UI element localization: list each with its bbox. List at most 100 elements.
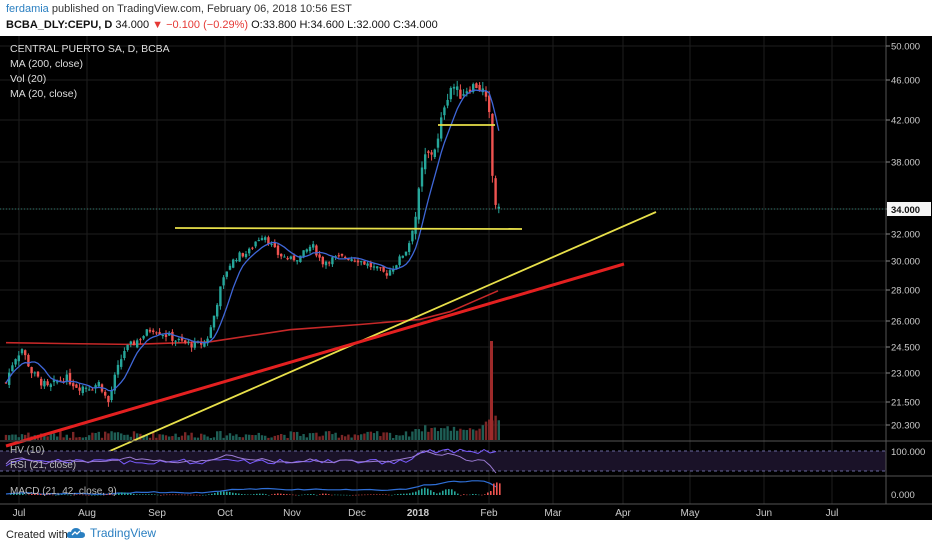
tradingview-brand: TradingView (90, 526, 157, 540)
trendlines[interactable] (0, 124, 886, 455)
volume-bar (200, 433, 203, 440)
volume-bar (411, 431, 414, 440)
time-tick-label: Sep (148, 508, 166, 519)
candle (113, 374, 116, 391)
macd-axis-label: 0.000 (891, 490, 915, 501)
volume-bar (56, 436, 59, 440)
macd-label: MACD (21, 42, close, 9) (10, 486, 117, 497)
volume-bar (84, 437, 88, 440)
candle (472, 84, 475, 92)
candle (254, 241, 257, 247)
candles (4, 80, 500, 407)
tradingview-logo[interactable]: TradingView (66, 526, 156, 540)
author-link[interactable]: ferdamia (6, 3, 49, 15)
macd-histogram-bar (373, 494, 375, 495)
macd-histogram-bar (145, 494, 147, 495)
macd-histogram-bar (103, 494, 105, 496)
rsi-band (0, 451, 886, 471)
macd-histogram-bar (382, 494, 384, 495)
macd-histogram-bar (457, 493, 459, 495)
macd-histogram-bar (496, 482, 498, 495)
macd-histogram-bar (358, 494, 360, 496)
candle (142, 336, 145, 339)
symbol-line: BCBA_DLY:CEPU, D 34.000 ▼ −0.100 (−0.29%… (6, 19, 438, 31)
candle (72, 383, 75, 387)
volume-bar (14, 434, 17, 440)
volume-bar (347, 434, 350, 440)
candle (104, 391, 107, 396)
macd-histogram-bar (331, 494, 333, 496)
candle (248, 248, 251, 254)
open-value: O:33.800 (251, 19, 297, 31)
macd-histogram-bar (256, 493, 258, 495)
volume-bar (228, 433, 232, 440)
volume-bar (302, 434, 305, 440)
macd-histogram-bar (79, 494, 81, 496)
macd-histogram-bar (121, 492, 123, 495)
candle (292, 255, 296, 261)
volume-bar (116, 432, 120, 440)
volume-bar (174, 433, 177, 440)
volume-bar (472, 429, 475, 440)
volume-bar (8, 435, 11, 440)
macd-histogram-bar (298, 494, 300, 496)
price-chart[interactable]: HV (10) RSI (21, close) MACD (21, 42, clos… (0, 36, 932, 520)
macd-histogram-bar (58, 494, 60, 496)
volume-bar (382, 432, 385, 440)
macd-histogram-bar (217, 492, 219, 495)
candle (20, 349, 24, 354)
macd-histogram-bar (22, 493, 24, 495)
volume-bar (180, 435, 184, 440)
macd-histogram-bar (499, 483, 501, 495)
macd-histogram-bar (277, 493, 279, 495)
macd-histogram-bar (361, 494, 363, 496)
chart-area[interactable]: HV (10) RSI (21, close) MACD (21, 42, clos… (0, 36, 932, 520)
macd-histogram-bar (268, 494, 270, 496)
candle (152, 330, 155, 332)
macd-histogram-bar (232, 492, 234, 495)
macd-histogram-bar (52, 494, 54, 496)
macd-histogram-bar (127, 493, 129, 495)
macd-histogram-bar (196, 494, 198, 496)
axes: 50.000 46.000 42.000 38.000 34.000 32.000 30.0… (0, 36, 931, 519)
candle (251, 247, 254, 249)
macd-histogram-bar (451, 489, 453, 495)
time-tick-label: Jun (756, 508, 772, 519)
candle (148, 329, 152, 332)
candle (232, 259, 235, 268)
macd-histogram-bar (91, 495, 93, 496)
candle (267, 237, 270, 244)
volume-bar (190, 432, 193, 440)
volume-bar (308, 433, 312, 440)
legend-entry: Vol (20) (10, 73, 46, 85)
high-value: H:34.600 (299, 19, 345, 31)
ma200-path (5, 290, 499, 346)
candle (88, 389, 91, 391)
candle (420, 167, 424, 187)
candle (203, 342, 206, 347)
candle (497, 206, 500, 209)
macd-histogram-bar (394, 494, 396, 495)
candle (382, 266, 385, 272)
candle (449, 88, 452, 100)
candle (257, 240, 260, 242)
volume-bar (212, 437, 216, 440)
macd-histogram-bar (154, 494, 156, 495)
volume-bar (65, 434, 68, 440)
volume-bar (398, 435, 401, 440)
volume-bar (475, 430, 478, 440)
volume-bar (388, 432, 392, 440)
volume-bar (446, 426, 449, 440)
candle (91, 389, 94, 391)
volume-bar (273, 435, 276, 440)
volume-bar (46, 436, 49, 440)
hv-axis-label: 100.000 (891, 447, 925, 458)
macd-histogram-bar (439, 492, 441, 495)
volume-bar (100, 437, 104, 440)
volume-bar (420, 431, 424, 440)
volume-bar (305, 437, 308, 440)
macd-histogram-bar (190, 494, 192, 496)
volume-bar (27, 432, 30, 440)
candle (78, 387, 81, 391)
volume-bar (449, 430, 452, 440)
